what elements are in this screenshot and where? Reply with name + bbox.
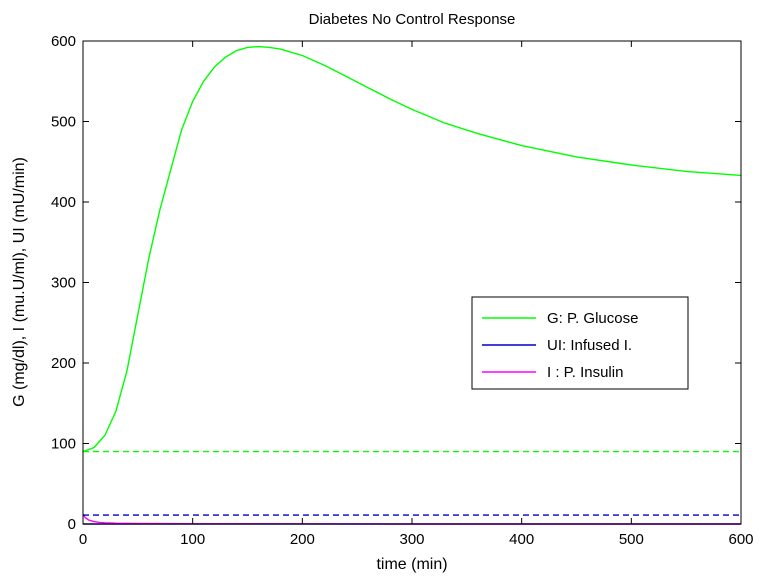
series-line-g-p-glucose	[82, 45, 742, 453]
y-axis-label: G (mg/dl), I (mu.U/ml), UI (mU/min)	[11, 157, 28, 407]
y-tick-label: 0	[68, 516, 76, 533]
y-tick-label: 100	[51, 436, 76, 453]
y-tick-label: 200	[51, 355, 76, 372]
x-axis-label: time (min)	[376, 556, 447, 573]
y-tick-label: 600	[51, 33, 76, 50]
y-axis: 0 100 200 300 400 500 600	[51, 33, 741, 533]
y-tick-label: 300	[51, 275, 76, 292]
x-tick-label: 200	[290, 531, 315, 548]
x-tick-label: 600	[728, 531, 753, 548]
y-tick-label: 500	[51, 114, 76, 131]
plot-area	[83, 41, 741, 524]
legend-label: UI: Infused I.	[547, 337, 632, 354]
x-axis: 0 100 200 300 400 500 600	[79, 41, 754, 548]
x-tick-label: 100	[180, 531, 205, 548]
legend-label: I : P. Insulin	[547, 364, 623, 381]
x-tick-label: 500	[619, 531, 644, 548]
x-tick-label: 0	[79, 531, 87, 548]
x-tick-label: 300	[399, 531, 424, 548]
chart-title: Diabetes No Control Response	[309, 11, 516, 28]
legend-label: G: P. Glucose	[547, 310, 638, 327]
legend-box	[471, 296, 689, 390]
y-tick-label: 400	[51, 194, 76, 211]
x-tick-label: 400	[509, 531, 534, 548]
legend: G: P. Glucose UI: Infused I. I : P. Insuli…	[471, 296, 689, 390]
